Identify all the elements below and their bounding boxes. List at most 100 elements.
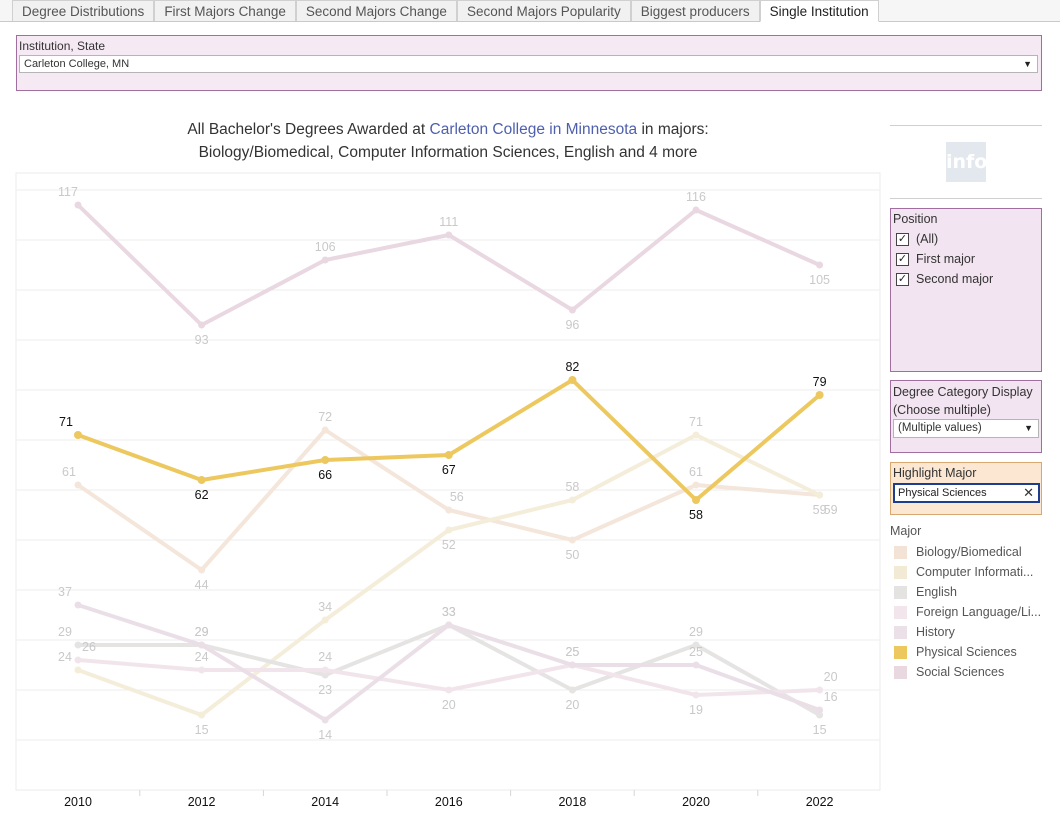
legend-swatch <box>894 605 907 619</box>
data-point-computer-information-sciences <box>816 491 824 499</box>
checkbox-checked-icon[interactable]: ✓ <box>896 252 909 266</box>
legend-item[interactable]: Biology/Biomedical <box>890 542 1050 562</box>
data-label-history: 25 <box>565 645 579 659</box>
position-filter-title: Position <box>893 212 938 226</box>
tab-second-majors-change[interactable]: Second Majors Change <box>295 0 457 21</box>
legend-label: Biology/Biomedical <box>916 545 1022 559</box>
highlight-major-value: Physical Sciences <box>898 487 987 499</box>
legend-label: History <box>916 625 955 639</box>
legend-label: Social Sciences <box>916 665 1005 679</box>
data-label-foreign-language-literature: 20 <box>442 698 456 712</box>
data-label-computer-information-sciences: 58 <box>565 480 579 494</box>
data-point-foreign-language-literature <box>198 666 206 674</box>
tab-single-institution[interactable]: Single Institution <box>759 0 879 22</box>
position-option-second-major[interactable]: ✓ Second major <box>896 270 993 288</box>
data-label-social-sciences: 117 <box>58 185 78 199</box>
data-point-physical-sciences <box>321 456 330 464</box>
tab-biggest-producers[interactable]: Biggest producers <box>630 0 760 21</box>
institution-select[interactable]: Carleton College, MN ▼ <box>19 55 1038 73</box>
tab-first-majors-change[interactable]: First Majors Change <box>154 0 296 21</box>
checkbox-checked-icon[interactable]: ✓ <box>896 272 909 286</box>
legend-item[interactable]: Social Sciences <box>890 662 1050 682</box>
data-label-foreign-language-literature: 26 <box>82 640 96 654</box>
data-label-social-sciences: 96 <box>565 318 579 332</box>
chart-title-institution: Carleton College in Minnesota <box>429 121 638 138</box>
data-label-history: 25 <box>689 645 703 659</box>
legend-swatch <box>894 665 907 679</box>
data-point-foreign-language-literature <box>816 686 824 694</box>
data-label-foreign-language-literature: 19 <box>689 703 703 717</box>
data-point-history <box>321 716 329 724</box>
data-label-foreign-language-literature: 24 <box>195 650 209 664</box>
clear-icon[interactable]: ✕ <box>1023 485 1034 500</box>
data-label-social-sciences: 111 <box>439 215 458 229</box>
position-option-all[interactable]: ✓ (All) <box>896 230 938 248</box>
checkbox-checked-icon[interactable]: ✓ <box>896 232 909 246</box>
data-point-foreign-language-literature <box>321 666 329 674</box>
data-label-english: 33 <box>442 605 456 619</box>
tab-bar: Degree Distributions First Majors Change S… <box>0 0 1060 22</box>
legend-item[interactable]: Physical Sciences <box>890 642 1050 662</box>
tab-second-majors-popularity[interactable]: Second Majors Popularity <box>456 0 631 21</box>
data-label-social-sciences: 116 <box>686 190 706 204</box>
data-point-biology-biomedical <box>568 536 576 544</box>
data-point-social-sciences <box>445 231 453 239</box>
data-label-social-sciences: 106 <box>315 240 336 254</box>
data-label-computer-information-sciences: 15 <box>195 723 209 737</box>
data-point-social-sciences <box>74 201 82 209</box>
data-point-biology-biomedical <box>198 566 206 574</box>
data-point-physical-sciences <box>444 451 453 459</box>
highlight-major-title: Highlight Major <box>893 466 977 480</box>
data-point-computer-information-sciences <box>198 711 206 719</box>
data-point-social-sciences <box>692 206 700 214</box>
data-point-social-sciences <box>198 321 206 329</box>
institution-select-value: Carleton College, MN <box>24 58 130 70</box>
data-point-social-sciences <box>568 306 576 314</box>
chart-title-suffix: in majors: <box>641 121 709 138</box>
data-point-english <box>321 671 329 679</box>
data-label-english: 23 <box>318 683 332 697</box>
data-label-history: 33 <box>442 605 456 619</box>
data-point-foreign-language-literature <box>74 656 82 664</box>
position-option-first-major[interactable]: ✓ First major <box>896 250 975 268</box>
chart-title-prefix: All Bachelor's Degrees Awarded at <box>187 121 426 138</box>
legend-swatch <box>894 565 907 579</box>
legend-item[interactable]: Foreign Language/Li... <box>890 602 1050 622</box>
data-label-foreign-language-literature: 24 <box>318 650 332 664</box>
data-point-history <box>568 661 576 669</box>
data-label-english: 29 <box>58 625 72 639</box>
data-label-history: 16 <box>824 690 838 704</box>
chart-title-line1: All Bachelor's Degrees Awarded at Carlet… <box>16 118 880 141</box>
data-label-history: 37 <box>58 585 72 599</box>
data-point-physical-sciences <box>197 476 206 484</box>
info-button[interactable]: info <box>946 142 987 182</box>
data-label-physical-sciences: 62 <box>195 488 209 502</box>
data-point-history <box>445 621 453 629</box>
highlight-major-input[interactable]: Physical Sciences ✕ <box>893 483 1040 503</box>
legend-title: Major <box>890 524 922 538</box>
legend: Major Biology/Biomedical Computer Informa… <box>890 524 1050 682</box>
position-option-label: (All) <box>916 232 939 246</box>
position-filter: Position ✓ (All) ✓ First major ✓ Second … <box>890 208 1042 372</box>
legend-label: Foreign Language/Li... <box>916 605 1042 619</box>
degree-category-select[interactable]: (Multiple values) ▼ <box>893 419 1039 438</box>
data-label-physical-sciences: 71 <box>59 415 73 429</box>
legend-item[interactable]: English <box>890 582 1050 602</box>
legend-label: Computer Informati... <box>916 565 1034 579</box>
data-point-english <box>74 641 82 649</box>
data-point-biology-biomedical <box>692 481 700 489</box>
data-point-physical-sciences <box>74 431 82 439</box>
data-point-computer-information-sciences <box>568 496 576 504</box>
legend-item[interactable]: History <box>890 622 1050 642</box>
institution-filter-title: Institution, State <box>19 39 106 53</box>
data-label-social-sciences: 93 <box>195 333 209 347</box>
legend-item[interactable]: Computer Informati... <box>890 562 1050 582</box>
tab-degree-distributions[interactable]: Degree Distributions <box>12 0 155 21</box>
data-label-biology-biomedical: 56 <box>450 490 464 504</box>
data-point-english <box>568 686 576 694</box>
data-label-english: 29 <box>689 625 703 639</box>
x-tick-label: 2018 <box>558 795 586 809</box>
data-point-english <box>692 641 700 649</box>
data-label-physical-sciences: 66 <box>318 468 332 482</box>
data-label-computer-information-sciences: 24 <box>58 650 72 664</box>
